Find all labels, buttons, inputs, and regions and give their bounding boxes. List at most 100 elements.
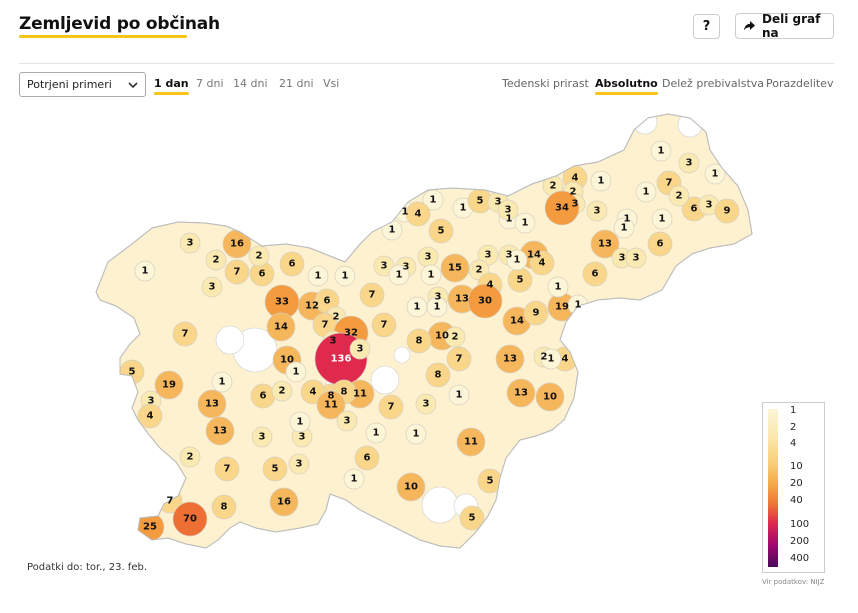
municipality-region[interactable] xyxy=(456,427,486,457)
municipality-region[interactable] xyxy=(582,261,608,287)
municipality-region[interactable] xyxy=(497,199,519,221)
municipality-region[interactable] xyxy=(271,380,293,402)
municipality-region[interactable] xyxy=(266,312,296,342)
municipality-region[interactable] xyxy=(359,282,385,308)
help-button[interactable]: ? xyxy=(693,14,720,39)
municipality-region[interactable] xyxy=(547,276,569,298)
period-21-dni[interactable]: 21 dni xyxy=(279,77,314,90)
municipality-region[interactable] xyxy=(205,249,227,271)
municipality-value-label: 1 xyxy=(219,377,226,388)
municipality-region[interactable] xyxy=(289,411,311,433)
municipality-region[interactable] xyxy=(172,501,208,537)
municipality-region[interactable] xyxy=(285,361,307,383)
municipality-region[interactable] xyxy=(535,382,565,412)
municipality-region[interactable] xyxy=(154,370,184,400)
share-button[interactable]: Deli graf na xyxy=(735,12,834,40)
municipality-value-label: 2 xyxy=(333,312,340,323)
mode-tedenski-prirast[interactable]: Tedenski prirast xyxy=(502,77,589,90)
period-14-dni[interactable]: 14 dni xyxy=(233,77,268,90)
municipality-region[interactable] xyxy=(405,201,431,227)
municipality-region[interactable] xyxy=(336,410,358,432)
municipality-region[interactable] xyxy=(459,505,485,531)
municipality-region[interactable] xyxy=(448,384,470,406)
municipality-region[interactable] xyxy=(444,326,466,348)
municipality-region[interactable] xyxy=(214,456,240,482)
period-vsi[interactable]: Vsi xyxy=(323,77,340,90)
period-1-dan[interactable]: 1 dan xyxy=(154,77,189,95)
municipality-region[interactable] xyxy=(415,393,437,415)
municipality-region[interactable] xyxy=(349,338,371,360)
mode-absolutno[interactable]: Absolutno xyxy=(595,77,658,95)
municipality-region[interactable] xyxy=(248,245,270,267)
municipality-region[interactable] xyxy=(426,296,448,318)
period-7-dni[interactable]: 7 dni xyxy=(196,77,224,90)
mode-delez-prebivalstva[interactable]: Delež prebivalstva xyxy=(662,77,765,90)
municipality-region[interactable] xyxy=(307,265,329,287)
municipality-region[interactable] xyxy=(650,140,672,162)
municipality-region[interactable] xyxy=(279,251,305,277)
municipality-region[interactable] xyxy=(288,453,310,475)
municipality-value-label: 1 xyxy=(548,354,555,365)
municipality-region[interactable] xyxy=(635,181,657,203)
municipality-region[interactable] xyxy=(405,423,427,445)
municipality-region[interactable] xyxy=(467,283,503,319)
municipality-region[interactable] xyxy=(678,152,700,174)
municipality-value-label: 1 xyxy=(598,176,605,187)
municipality-region[interactable] xyxy=(529,250,555,276)
municipality-region[interactable] xyxy=(590,170,612,192)
municipality-region[interactable] xyxy=(586,200,608,222)
municipality-region[interactable] xyxy=(613,217,635,239)
municipality-region[interactable] xyxy=(365,422,387,444)
municipality-region[interactable] xyxy=(651,208,673,230)
mode-porazdelitev[interactable]: Porazdelitev xyxy=(766,77,834,90)
municipality-region[interactable] xyxy=(371,312,397,338)
municipality-region[interactable] xyxy=(388,264,410,286)
municipality-region[interactable] xyxy=(506,249,528,271)
municipality-value-label: 1 xyxy=(624,214,631,225)
municipality-region[interactable] xyxy=(251,426,273,448)
municipality-region[interactable] xyxy=(211,494,237,520)
municipality-region[interactable] xyxy=(269,487,299,517)
municipality-region[interactable] xyxy=(179,232,201,254)
municipality-region[interactable] xyxy=(205,416,235,446)
municipality-region[interactable] xyxy=(262,456,288,482)
municipality-region[interactable] xyxy=(428,218,454,244)
municipality-region[interactable] xyxy=(625,247,647,269)
municipality-region[interactable] xyxy=(316,390,346,420)
municipality-region[interactable] xyxy=(506,378,536,408)
municipality-region[interactable] xyxy=(704,163,726,185)
municipality-region[interactable] xyxy=(172,321,198,347)
municipality-region[interactable] xyxy=(224,259,250,285)
municipality-region[interactable] xyxy=(201,276,223,298)
municipality-region[interactable] xyxy=(495,344,525,374)
municipality-region[interactable] xyxy=(540,348,562,370)
municipality-region[interactable] xyxy=(420,264,442,286)
municipality-region[interactable] xyxy=(425,362,451,388)
municipality-region[interactable] xyxy=(544,190,580,226)
municipality-value-label: 5 xyxy=(272,464,279,475)
municipality-region[interactable] xyxy=(134,260,156,282)
municipality-value-label: 4 xyxy=(487,280,494,291)
municipality-region[interactable] xyxy=(647,231,673,257)
municipality-value-label: 6 xyxy=(592,269,599,280)
municipality-region[interactable] xyxy=(197,389,227,419)
municipality-value-label: 11 xyxy=(324,400,338,411)
municipality-value-label: 7 xyxy=(167,496,174,507)
metric-select[interactable]: Potrjeni primeri xyxy=(19,72,146,97)
municipality-region[interactable] xyxy=(334,265,356,287)
municipality-region[interactable] xyxy=(523,300,549,326)
municipality-region[interactable] xyxy=(179,446,201,468)
municipality-region[interactable] xyxy=(446,346,472,372)
municipality-region[interactable] xyxy=(396,472,426,502)
municipality-region[interactable] xyxy=(406,328,432,354)
municipality-value-label: 3 xyxy=(619,253,626,264)
municipality-region[interactable] xyxy=(137,403,163,429)
municipality-region[interactable] xyxy=(668,185,690,207)
municipality-region[interactable] xyxy=(714,198,740,224)
municipality-region[interactable] xyxy=(211,371,233,393)
municipality-region[interactable] xyxy=(378,394,404,420)
municipality-region[interactable] xyxy=(514,212,536,234)
municipality-region[interactable] xyxy=(354,445,380,471)
municipality-region[interactable] xyxy=(590,229,620,259)
municipality-region[interactable] xyxy=(343,468,365,490)
